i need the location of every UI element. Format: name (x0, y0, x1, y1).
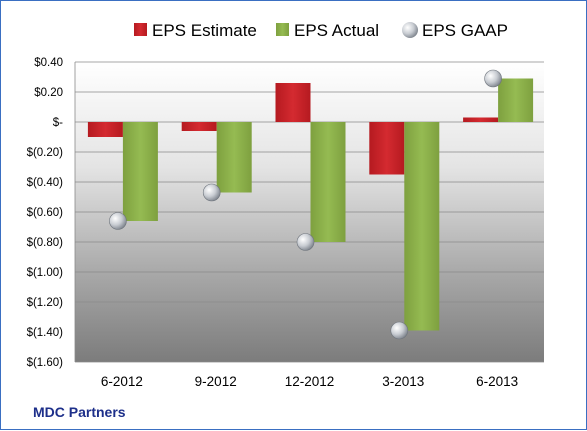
gaap-marker (109, 212, 127, 230)
y-tick-label: $(1.00) (27, 267, 64, 279)
estimate-bar (463, 117, 499, 122)
x-axis-ticks: 6-2012 9-2012 12-2012 3-2013 6-2013 (101, 374, 518, 389)
estimate-bar (181, 122, 217, 131)
legend-actual-swatch (276, 23, 289, 36)
gaap-marker (296, 233, 315, 251)
x-tick-label: 12-2012 (285, 374, 335, 389)
x-tick-label: 6-2013 (476, 374, 518, 389)
bars (87, 78, 534, 331)
legend-estimate-swatch (134, 23, 147, 36)
x-tick-label: 6-2012 (101, 374, 143, 389)
gaap-markers (109, 69, 502, 340)
legend-actual-label: EPS Actual (294, 21, 379, 40)
legend-gaap-label: EPS GAAP (422, 21, 508, 40)
y-tick-label: $- (53, 117, 63, 129)
actual-bar (310, 122, 346, 242)
x-tick-label: 3-2013 (382, 374, 424, 389)
company-label: MDC Partners (33, 404, 126, 420)
y-tick-label: $(0.80) (27, 237, 64, 249)
gaap-marker (484, 69, 502, 88)
actual-bar (216, 122, 252, 193)
gaap-marker (202, 183, 221, 202)
actual-bar (498, 78, 534, 122)
legend-estimate-label: EPS Estimate (152, 21, 257, 40)
y-tick-label: $(0.40) (27, 177, 64, 189)
estimate-bar (275, 83, 311, 122)
y-tick-label: $0.40 (34, 57, 63, 69)
y-tick-label: $(1.20) (27, 297, 64, 309)
estimate-bar (87, 122, 123, 137)
actual-bar (404, 122, 440, 331)
y-axis-ticks: $0.40 $0.20 $- $(0.20) $(0.40) $(0.60) $(0.80)… (27, 57, 64, 369)
y-tick-label: $(0.60) (27, 207, 64, 219)
y-tick-label: $(0.20) (27, 147, 64, 159)
estimate-bar (369, 122, 405, 175)
y-tick-label: $0.20 (34, 87, 63, 99)
actual-bar (122, 122, 158, 221)
legend-gaap-marker (402, 22, 418, 38)
x-tick-label: 9-2012 (195, 374, 237, 389)
gaap-marker (390, 321, 409, 340)
y-tick-label: $(1.60) (27, 357, 64, 369)
y-tick-label: $(1.40) (27, 327, 64, 339)
legend: EPS Estimate EPS Actual EPS GAAP (134, 21, 508, 40)
